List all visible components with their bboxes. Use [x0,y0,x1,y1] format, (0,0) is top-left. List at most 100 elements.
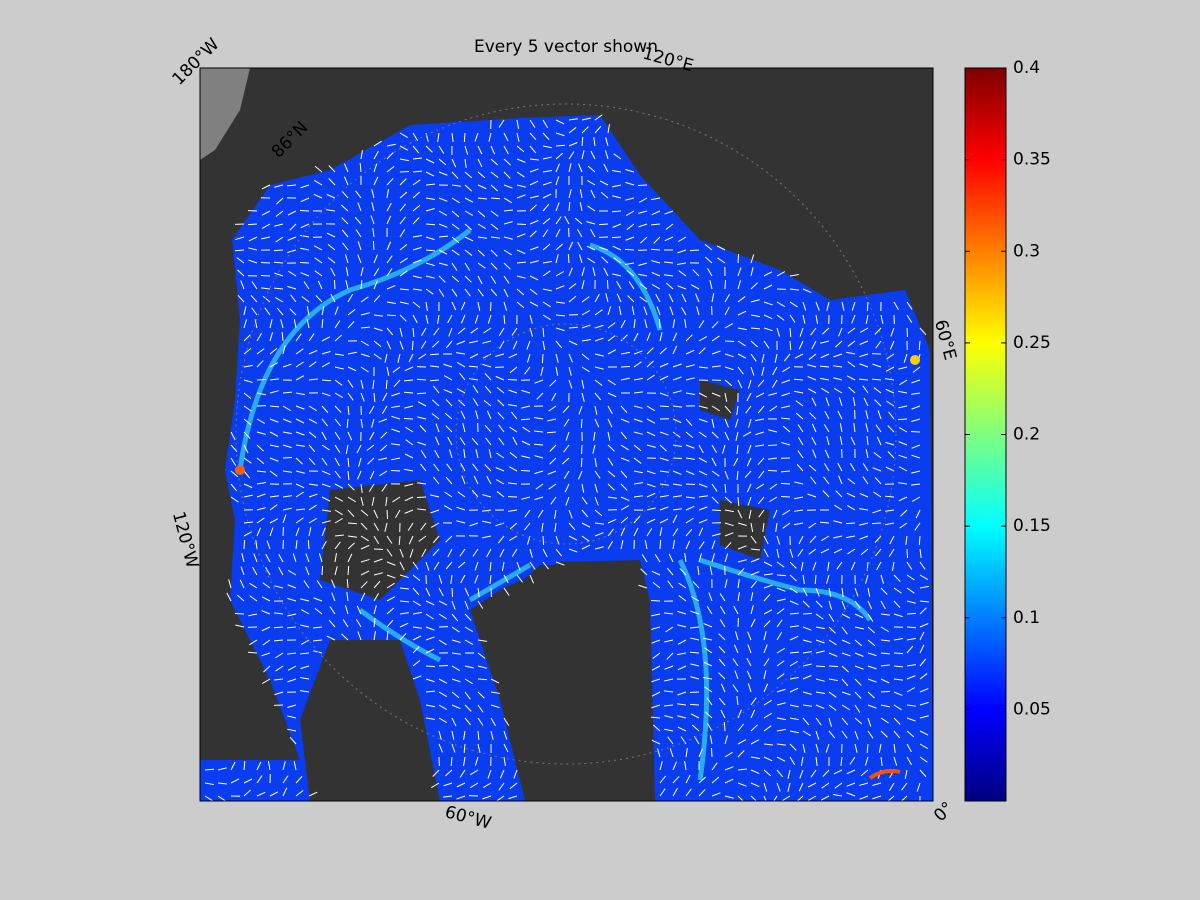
vector [555,228,561,238]
vector [503,301,508,311]
vector [837,462,843,472]
vector [489,561,492,572]
vector [886,400,895,407]
vector [846,492,856,498]
vector [916,782,921,792]
vector [724,279,727,290]
vector [709,566,713,576]
vector [668,553,674,563]
vector [666,567,674,576]
vector [542,261,552,264]
vector [469,522,479,527]
vector [360,340,369,347]
vector [594,392,602,401]
vector [698,405,708,409]
vector [386,574,396,579]
vector [568,535,578,541]
vector [657,748,661,758]
vector [664,639,674,643]
vector [711,293,715,303]
vector [438,210,448,216]
vector [594,457,597,467]
vector [503,730,508,740]
vector [521,455,531,459]
vector [524,509,531,518]
vector [373,150,379,160]
vector [678,236,687,243]
vector [373,294,381,303]
vector [789,288,799,291]
vector [513,769,518,779]
vector [503,249,512,256]
vector [234,612,245,615]
vector [421,327,427,337]
vector [217,795,226,801]
vector [482,363,492,368]
vector [598,223,609,226]
vector [288,270,297,277]
vector [488,449,492,459]
vector [321,509,331,512]
vector [360,418,364,428]
vector [888,548,895,557]
vector [724,418,729,428]
vector [512,436,518,446]
vector [248,247,258,251]
vector [624,248,635,251]
vector [859,340,869,345]
vector [880,600,886,610]
vector [659,788,666,797]
vector [763,327,773,332]
vector [763,644,768,654]
vector [536,392,544,400]
vector [334,566,338,576]
vector [798,782,804,792]
vector [529,574,535,584]
vector [497,535,505,544]
vector [477,678,488,681]
vector [555,271,565,277]
vector [300,690,310,693]
vector [321,496,331,502]
vector [893,743,896,753]
vector [300,184,310,189]
vector [334,534,344,537]
vector [579,202,583,212]
vector [876,436,882,446]
vector [746,457,752,467]
vector [724,353,734,358]
vector [417,416,427,420]
vector [469,340,479,344]
vector [516,233,526,238]
vector [516,132,520,142]
vector [261,210,271,216]
vector [386,255,393,264]
vector [919,769,927,778]
vector [776,574,787,577]
vector [262,639,271,646]
vector [295,527,300,537]
vector [802,651,812,654]
vector [685,418,693,427]
vector [451,132,454,142]
parallel [455,323,677,545]
vector [685,505,695,511]
vector [867,665,877,670]
vector [568,142,578,147]
vector [793,378,804,381]
vector [464,158,467,168]
vector [287,613,297,617]
vector [334,517,343,524]
vector [733,457,739,467]
vector [360,592,366,602]
vector [360,267,364,277]
vector [308,349,318,355]
vector [565,431,570,441]
vector [612,169,622,173]
vector [802,626,812,631]
vector [475,410,479,420]
vector [763,782,768,792]
vector [906,626,917,629]
vector [399,132,408,139]
vector [854,717,863,725]
